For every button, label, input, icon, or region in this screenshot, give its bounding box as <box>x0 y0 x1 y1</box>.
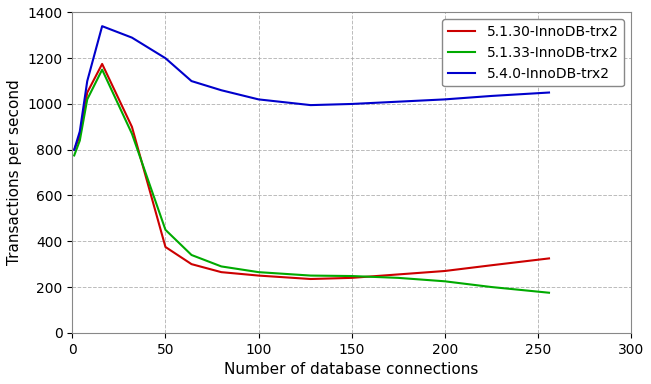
5.4.0-InnoDB-trx2 <box>128 35 136 40</box>
X-axis label: Number of database connections: Number of database connections <box>225 362 479 377</box>
5.4.0-InnoDB-trx2 <box>395 99 402 104</box>
Line: 5.4.0-InnoDB-trx2: 5.4.0-InnoDB-trx2 <box>74 26 549 150</box>
5.1.33-InnoDB-trx2 <box>395 276 402 280</box>
5.4.0-InnoDB-trx2 <box>348 102 355 106</box>
5.4.0-InnoDB-trx2 <box>488 94 495 98</box>
5.1.30-InnoDB-trx2 <box>395 272 402 277</box>
5.1.30-InnoDB-trx2 <box>488 263 495 268</box>
5.1.33-InnoDB-trx2 <box>348 274 355 278</box>
5.4.0-InnoDB-trx2 <box>83 79 91 83</box>
5.1.33-InnoDB-trx2 <box>545 290 553 295</box>
5.4.0-InnoDB-trx2 <box>441 97 449 102</box>
5.1.30-InnoDB-trx2 <box>441 269 449 273</box>
Line: 5.1.30-InnoDB-trx2: 5.1.30-InnoDB-trx2 <box>74 64 549 279</box>
5.1.33-InnoDB-trx2 <box>441 279 449 284</box>
Line: 5.1.33-InnoDB-trx2: 5.1.33-InnoDB-trx2 <box>74 70 549 293</box>
5.1.30-InnoDB-trx2 <box>217 270 225 275</box>
5.4.0-InnoDB-trx2 <box>255 97 262 102</box>
Y-axis label: Transactions per second: Transactions per second <box>7 80 22 265</box>
5.1.33-InnoDB-trx2 <box>187 253 195 257</box>
5.1.33-InnoDB-trx2 <box>217 264 225 269</box>
5.1.30-InnoDB-trx2 <box>83 90 91 95</box>
5.1.33-InnoDB-trx2 <box>161 227 169 232</box>
5.4.0-InnoDB-trx2 <box>76 129 84 134</box>
5.1.30-InnoDB-trx2 <box>307 277 314 281</box>
5.1.30-InnoDB-trx2 <box>161 245 169 249</box>
5.4.0-InnoDB-trx2 <box>187 79 195 83</box>
5.1.30-InnoDB-trx2 <box>76 134 84 138</box>
5.4.0-InnoDB-trx2 <box>217 88 225 93</box>
5.1.30-InnoDB-trx2 <box>70 147 78 152</box>
5.4.0-InnoDB-trx2 <box>307 103 314 108</box>
5.1.33-InnoDB-trx2 <box>70 153 78 158</box>
5.1.30-InnoDB-trx2 <box>545 256 553 261</box>
5.1.30-InnoDB-trx2 <box>128 124 136 129</box>
5.1.30-InnoDB-trx2 <box>255 273 262 278</box>
5.1.33-InnoDB-trx2 <box>488 285 495 289</box>
5.1.33-InnoDB-trx2 <box>128 131 136 136</box>
5.1.33-InnoDB-trx2 <box>98 67 106 72</box>
5.4.0-InnoDB-trx2 <box>98 24 106 28</box>
5.1.30-InnoDB-trx2 <box>187 262 195 266</box>
5.4.0-InnoDB-trx2 <box>70 147 78 152</box>
5.1.33-InnoDB-trx2 <box>307 273 314 278</box>
5.4.0-InnoDB-trx2 <box>545 90 553 95</box>
5.1.30-InnoDB-trx2 <box>348 276 355 280</box>
Legend: 5.1.30-InnoDB-trx2, 5.1.33-InnoDB-trx2, 5.4.0-InnoDB-trx2: 5.1.30-InnoDB-trx2, 5.1.33-InnoDB-trx2, … <box>442 19 624 86</box>
5.1.33-InnoDB-trx2 <box>76 138 84 143</box>
5.1.30-InnoDB-trx2 <box>98 61 106 66</box>
5.4.0-InnoDB-trx2 <box>161 56 169 61</box>
5.1.33-InnoDB-trx2 <box>83 97 91 102</box>
5.1.33-InnoDB-trx2 <box>255 270 262 275</box>
